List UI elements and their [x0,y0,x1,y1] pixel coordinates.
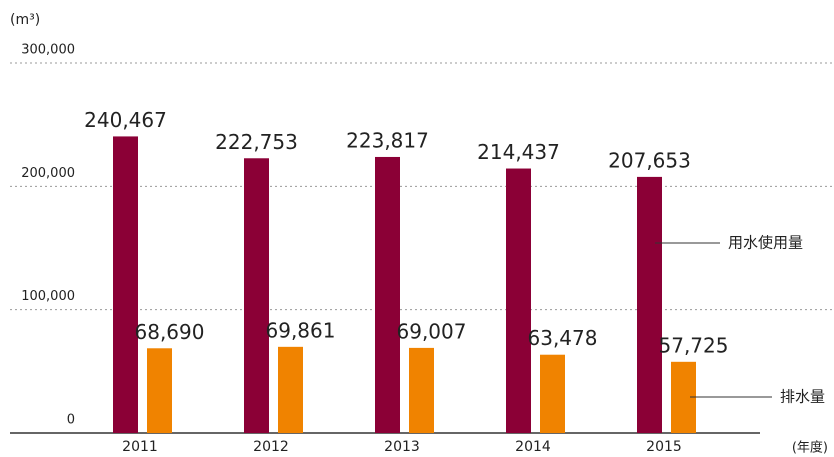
y-tick-label: 0 [67,413,75,428]
x-tick-label: 2011 [122,439,158,455]
legend-label: 排水量 [780,388,825,406]
y-tick-label: 100,000 [21,289,75,304]
value-label: 214,437 [477,140,560,164]
value-label: 69,861 [266,318,336,342]
value-label: 69,007 [397,319,467,343]
value-label: 68,690 [135,320,205,344]
bar [244,158,269,433]
x-tick-label: 2015 [646,439,682,455]
y-unit-label: (m³) [10,12,40,28]
y-tick-label: 200,000 [21,166,75,181]
bar [506,168,531,433]
bar [278,346,303,433]
bar [540,354,565,433]
x-tick-label: 2013 [384,439,420,455]
value-label: 57,725 [659,333,729,357]
bar [375,156,400,433]
bar [409,347,434,433]
x-tick-label: 2014 [515,439,551,455]
bar [113,136,138,434]
value-label: 223,817 [346,128,429,152]
value-label: 207,653 [608,148,691,172]
bar [637,176,662,433]
x-axis-label: (年度) [792,440,828,456]
bar [147,348,172,433]
x-tick-label: 2012 [253,439,289,455]
value-label: 240,467 [84,108,167,132]
value-label: 63,478 [528,326,598,350]
y-tick-label: 300,000 [21,43,75,58]
legend-label: 用水使用量 [728,234,803,252]
value-label: 222,753 [215,130,298,154]
